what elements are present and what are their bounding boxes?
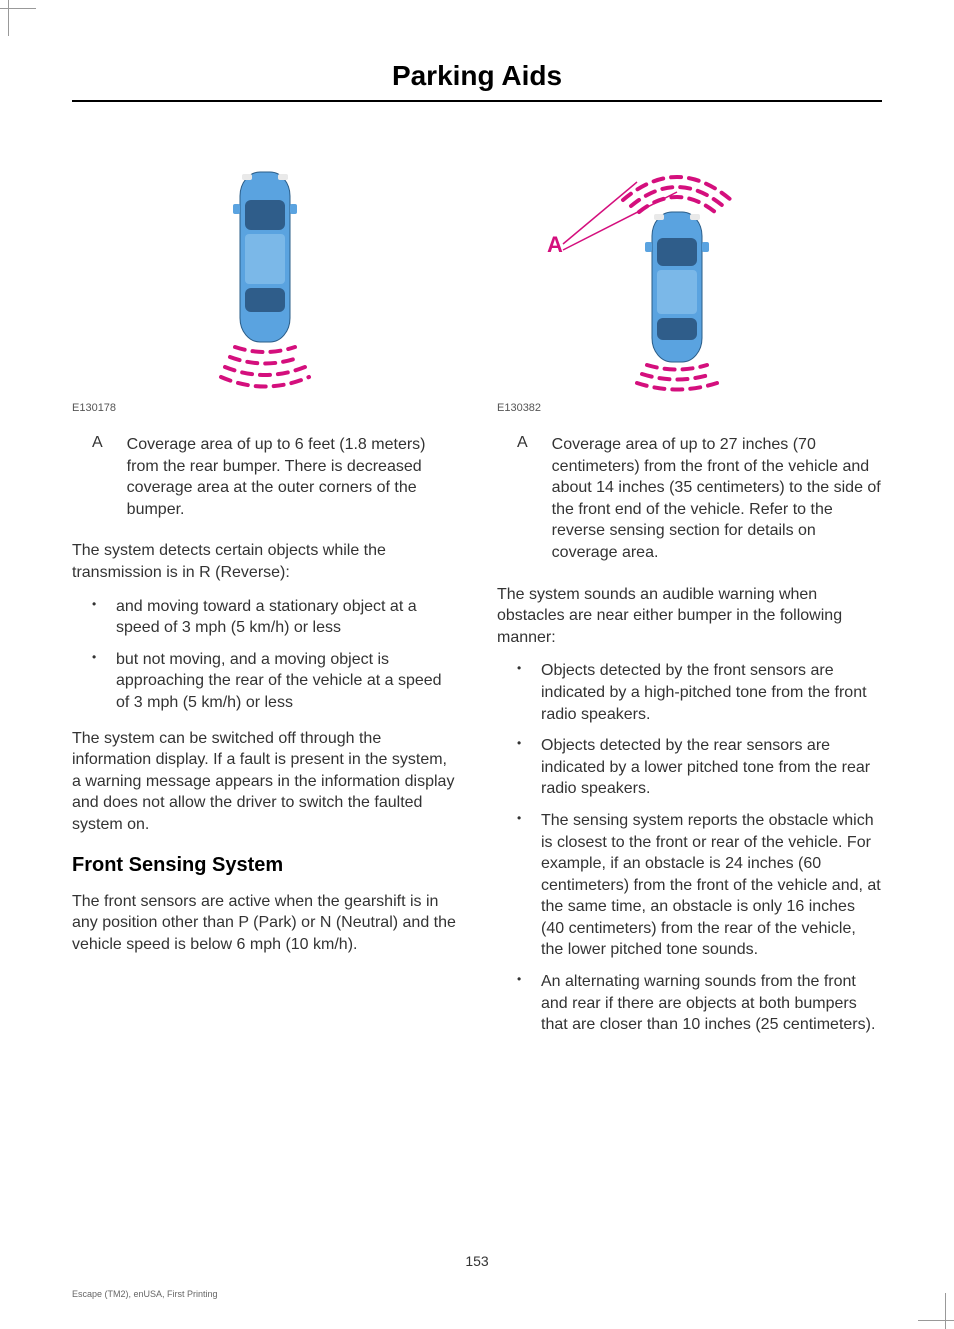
content-columns: E130178 A Coverage area of up to 6 feet … bbox=[72, 152, 882, 1050]
crop-mark bbox=[0, 8, 36, 9]
definition-letter: A bbox=[517, 434, 528, 564]
list-item: The sensing system reports the obstacle … bbox=[517, 810, 882, 961]
front-sensor-figure: A bbox=[507, 152, 882, 392]
page-title: Parking Aids bbox=[72, 60, 882, 102]
crop-mark bbox=[8, 0, 9, 36]
section-subheading: Front Sensing System bbox=[72, 854, 457, 877]
definition-row: A Coverage area of up to 6 feet (1.8 met… bbox=[72, 434, 457, 520]
car-front-diagram: A bbox=[507, 152, 807, 392]
definition-text: Coverage area of up to 6 feet (1.8 meter… bbox=[127, 434, 457, 520]
bullet-list: Objects detected by the front sensors ar… bbox=[497, 660, 882, 1036]
definition-letter: A bbox=[92, 434, 103, 520]
page-number: 153 bbox=[0, 1253, 954, 1269]
definition-text: Coverage area of up to 27 inches (70 cen… bbox=[552, 434, 882, 564]
paragraph: The front sensors are active when the ge… bbox=[72, 891, 457, 956]
car-rear-diagram bbox=[185, 152, 345, 392]
bullet-list: and moving toward a stationary object at… bbox=[72, 596, 457, 714]
right-column: A bbox=[497, 152, 882, 1050]
paragraph: The system detects certain objects while… bbox=[72, 540, 457, 583]
footer-note: Escape (TM2), enUSA, First Printing bbox=[72, 1289, 218, 1299]
list-item: An alternating warning sounds from the f… bbox=[517, 971, 882, 1036]
list-item: but not moving, and a moving object is a… bbox=[92, 649, 457, 714]
paragraph: The system can be switched off through t… bbox=[72, 728, 457, 836]
rear-sensor-figure bbox=[72, 152, 457, 392]
paragraph: The system sounds an audible warning whe… bbox=[497, 584, 882, 649]
crop-mark bbox=[945, 1293, 946, 1329]
list-item: Objects detected by the front sensors ar… bbox=[517, 660, 882, 725]
list-item: and moving toward a stationary object at… bbox=[92, 596, 457, 639]
figure-label: E130382 bbox=[497, 402, 882, 414]
figure-label: E130178 bbox=[72, 402, 457, 414]
left-column: E130178 A Coverage area of up to 6 feet … bbox=[72, 152, 457, 1050]
crop-mark bbox=[918, 1320, 954, 1321]
list-item: Objects detected by the rear sensors are… bbox=[517, 735, 882, 800]
definition-row: A Coverage area of up to 27 inches (70 c… bbox=[497, 434, 882, 564]
marker-a-label: A bbox=[547, 232, 563, 257]
